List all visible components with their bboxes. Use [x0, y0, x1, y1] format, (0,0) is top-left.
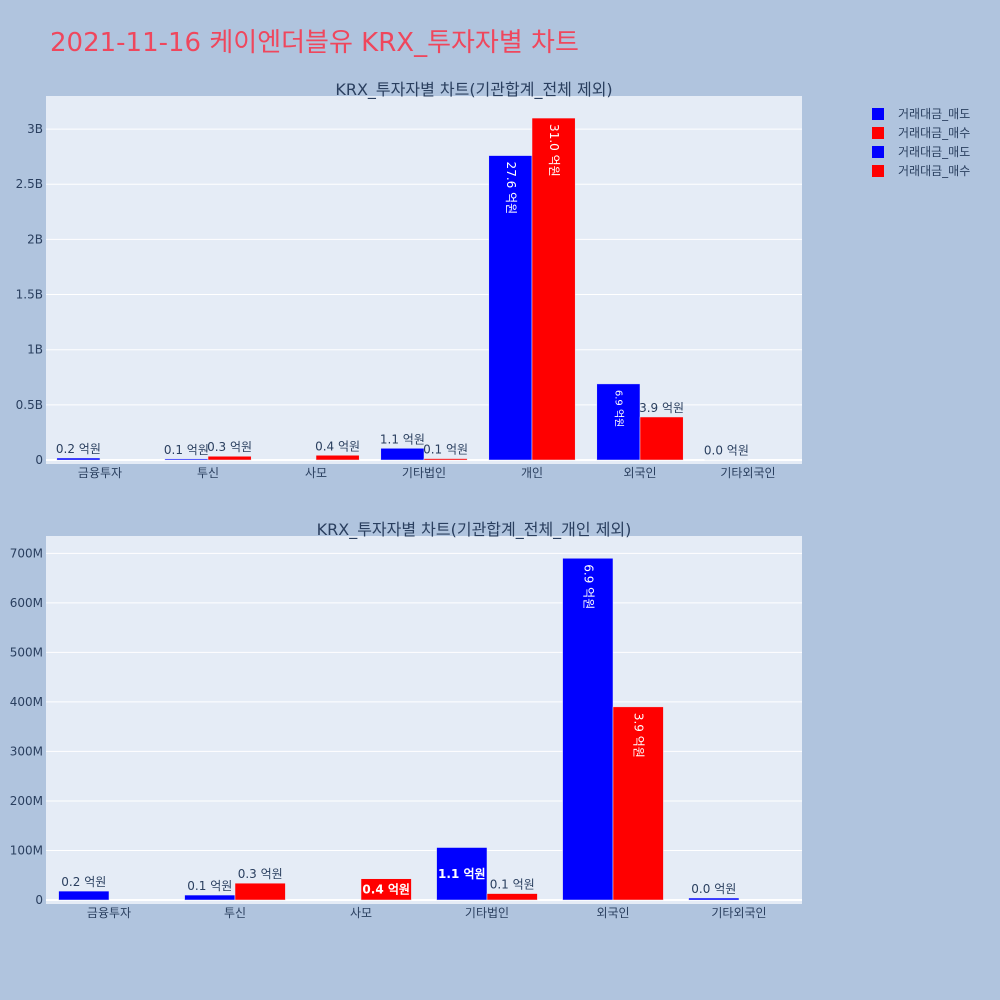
x-tick-label: 기타법인 — [402, 466, 446, 480]
y-tick-label: 1B — [27, 343, 43, 357]
legend-swatch-icon — [872, 107, 884, 120]
chart-1: 0 0.5B 1B 1.5B 2B 2.5B 3B KRX_투자자별 차트(기관합계_전체 제… — [16, 80, 802, 480]
x-tick-label: 금융투자 — [87, 906, 131, 920]
legend-swatch-icon — [872, 164, 884, 177]
data-label: 0.1 억원 — [164, 443, 209, 457]
y-tick-label: 700M — [10, 546, 43, 560]
y-tick-label: 200M — [10, 794, 43, 808]
legend-item[interactable]: 거래대금_매도 — [872, 142, 970, 161]
x-tick-label: 기타외국인 — [711, 906, 766, 920]
bar — [58, 890, 110, 901]
y-tick-label: 500M — [10, 645, 43, 659]
bar — [436, 847, 488, 901]
x-tick-label: 사모 — [350, 906, 372, 920]
y-tick-label: 600M — [10, 596, 43, 610]
bar — [612, 706, 664, 901]
data-label: 0.4 억원 — [362, 882, 410, 896]
x-tick-label: 외국인 — [623, 466, 656, 480]
y-tick-label: 300M — [10, 744, 43, 758]
data-label: 6.9 억원 — [581, 564, 595, 609]
legend-label: 거래대금_매수 — [898, 126, 971, 140]
y-tick-label: 3B — [27, 122, 43, 136]
bar — [380, 448, 425, 461]
data-label: 0.2 억원 — [56, 442, 101, 456]
data-label: 1.1 억원 — [438, 867, 486, 881]
legend-label: 거래대금_매수 — [898, 164, 971, 178]
legend-item[interactable]: 거래대금_매수 — [872, 123, 970, 142]
bar — [56, 457, 101, 461]
data-label: 27.6 억원 — [504, 162, 518, 215]
bar — [562, 558, 614, 901]
y-tick-label: 0.5B — [16, 398, 43, 412]
data-label: 0.0 억원 — [691, 882, 736, 896]
data-label: 1.1 억원 — [380, 432, 425, 446]
data-label: 0.3 억원 — [238, 867, 283, 881]
bar — [639, 416, 684, 461]
x-tick-label: 투신 — [197, 466, 219, 480]
data-label: 0.0 억원 — [704, 444, 749, 458]
bar — [486, 893, 538, 901]
legend-swatch-icon — [872, 126, 884, 139]
y-tick-label: 400M — [10, 695, 43, 709]
y-tick-label: 2.5B — [16, 177, 43, 191]
y-tick-label: 100M — [10, 843, 43, 857]
legend-label: 거래대금_매도 — [898, 107, 971, 121]
y-tick-label: 0 — [35, 893, 43, 907]
x-tick-label: 기타외국인 — [720, 466, 775, 480]
y-tick-label: 2B — [27, 232, 43, 246]
plot-area — [46, 96, 802, 464]
page-title: 2021-11-16 케이엔더블유 KRX_투자자별 차트 — [50, 28, 579, 58]
data-label: 0.1 억원 — [187, 879, 232, 893]
bar — [207, 455, 252, 461]
data-label: 31.0 억원 — [547, 124, 561, 177]
x-tick-label: 외국인 — [596, 906, 629, 920]
bar — [423, 458, 468, 461]
bar — [234, 882, 286, 901]
data-label: 0.4 억원 — [315, 439, 360, 453]
legend-swatch-icon — [872, 145, 884, 158]
data-label: 0.1 억원 — [490, 878, 535, 892]
bar — [164, 458, 209, 461]
legend-label: 거래대금_매도 — [898, 145, 971, 159]
x-tick-label: 사모 — [305, 466, 327, 480]
x-tick-label: 개인 — [521, 466, 543, 480]
bar — [596, 383, 641, 461]
bar — [360, 878, 412, 901]
data-label: 0.2 억원 — [61, 875, 106, 889]
bar — [688, 897, 740, 901]
bar — [488, 155, 533, 461]
chart-title: KRX_투자자별 차트(기관합계_전체_개인 제외) — [317, 520, 632, 540]
plot-area — [46, 536, 802, 904]
legend-item[interactable]: 거래대금_매도 — [872, 104, 970, 123]
x-tick-label: 기타법인 — [465, 906, 509, 920]
data-label: 6.9 억원 — [612, 390, 624, 427]
y-tick-label: 0 — [35, 453, 43, 467]
x-tick-label: 금융투자 — [78, 466, 122, 480]
bar — [531, 117, 576, 461]
x-tick-label: 투신 — [224, 906, 246, 920]
legend: 거래대금_매도 거래대금_매수 거래대금_매도 거래대금_매수 — [872, 104, 970, 180]
bar — [315, 455, 360, 461]
y-tick-label: 1.5B — [16, 288, 43, 302]
chart-title: KRX_투자자별 차트(기관합계_전체 제외) — [335, 80, 612, 100]
bar — [184, 894, 236, 901]
legend-item[interactable]: 거래대금_매수 — [872, 161, 970, 180]
chart-2: 0 100M 200M 300M 400M 500M 600M 700M KRX_투자자별 차트… — [10, 520, 802, 920]
data-label: 3.9 억원 — [639, 401, 684, 415]
data-label: 0.3 억원 — [207, 440, 252, 454]
data-label: 0.1 억원 — [423, 443, 468, 457]
data-label: 3.9 억원 — [632, 713, 646, 758]
